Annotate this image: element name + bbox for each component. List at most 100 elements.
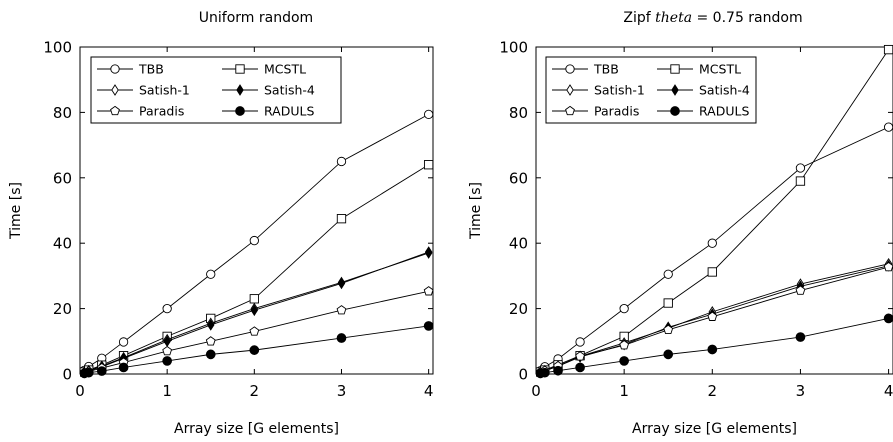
data-point-tbb (883, 122, 893, 132)
legend: TBB MCSTL Satish-1 Satish-4 Paradis RADULS (545, 56, 757, 124)
y-tick-label: 40 (53, 235, 72, 253)
x-tick-label: 0 (531, 382, 541, 400)
data-point-raduls (883, 313, 893, 324)
data-point-paradis (336, 305, 347, 315)
y-tick-label: 20 (509, 300, 528, 318)
y-tick-label: 60 (53, 169, 72, 187)
data-point-satish-4 (207, 319, 215, 331)
series-line-mcstl (84, 164, 429, 373)
data-point-mcstl (249, 294, 259, 304)
y-axis-label: Time [s] (468, 182, 484, 240)
data-point-raduls (795, 332, 806, 342)
data-point-satish-4 (250, 304, 259, 317)
legend-label-paradis: Paradis (139, 104, 184, 119)
series-raduls (536, 313, 893, 379)
chart-panel-1: Uniform random 0 20 40 60 80 100 0 1 2 3 4 Array siz… (8, 10, 434, 437)
data-point-paradis (575, 351, 585, 361)
legend-label-satish-1: Satish-1 (139, 83, 190, 98)
legend-marker-raduls (235, 106, 245, 116)
data-point-paradis (423, 286, 434, 296)
data-point-satish-4 (424, 246, 433, 258)
data-point-paradis (707, 311, 718, 321)
series-raduls (80, 321, 434, 379)
data-point-paradis (249, 326, 260, 336)
y-tick-label: 80 (509, 104, 528, 122)
data-point-raduls (707, 344, 718, 355)
legend-marker-paradis (565, 105, 575, 116)
plot-frame (79, 46, 434, 375)
data-point-satish-4 (337, 277, 346, 290)
data-point-tbb (206, 269, 216, 279)
data-point-raduls (423, 321, 434, 331)
data-point-raduls (83, 367, 94, 378)
legend-marker-satish-4 (236, 84, 244, 96)
series-line-tbb (540, 126, 889, 372)
series-mcstl (80, 160, 434, 377)
x-tick-label: 4 (884, 382, 893, 400)
chart-title: Uniform random (199, 10, 313, 26)
x-tick-label: 0 (75, 382, 85, 400)
y-tick-label: 40 (509, 235, 528, 253)
legend-label-satish-4: Satish-4 (699, 83, 750, 98)
chart-title-suffix: = 0.75 random (692, 10, 803, 26)
legend-label-raduls: RADULS (699, 104, 749, 119)
legend-label-mcstl: MCSTL (264, 62, 306, 77)
legend-label-tbb: TBB (593, 62, 619, 77)
y-tick-label: 0 (62, 366, 72, 384)
legend: TBB MCSTL Satish-1 Satish-4 Paradis RADULS (90, 56, 342, 124)
legend-label-mcstl: MCSTL (699, 62, 741, 77)
data-point-paradis (883, 261, 893, 272)
series-satish-4 (80, 246, 433, 379)
data-point-raduls (663, 349, 674, 360)
chart-title: Zipf theta = 0.75 random (623, 10, 802, 26)
data-point-tbb (663, 269, 673, 279)
y-tick-label: 60 (509, 169, 528, 187)
data-point-raduls (575, 362, 585, 373)
data-point-paradis (162, 345, 173, 356)
plot-frame (535, 46, 893, 375)
data-point-raduls (162, 356, 173, 366)
legend-marker-tbb (110, 64, 120, 74)
legend-label-raduls: RADULS (264, 104, 314, 119)
data-point-paradis (795, 285, 806, 295)
data-point-mcstl (795, 176, 806, 186)
legend-marker-mcstl (670, 64, 680, 74)
y-tick-label: 80 (53, 104, 72, 122)
chart-title-math: theta (655, 10, 692, 26)
x-tick-label: 4 (424, 382, 434, 400)
x-tick-label: 3 (796, 382, 806, 400)
data-point-paradis (619, 340, 630, 350)
data-point-mcstl (707, 267, 717, 277)
data-point-raduls (96, 366, 107, 376)
data-point-tbb (707, 238, 717, 248)
series-satish-1 (80, 247, 433, 379)
y-axis-label: Time [s] (8, 182, 24, 240)
data-point-raduls (619, 356, 629, 366)
series-paradis (536, 261, 893, 377)
x-tick-label: 1 (619, 382, 629, 400)
x-tick-label: 1 (162, 382, 172, 400)
legend-marker-satish-1 (111, 84, 119, 96)
data-point-mcstl (336, 214, 347, 224)
data-point-raduls (336, 333, 347, 343)
x-axis-label: Array size [G elements] (632, 421, 797, 437)
data-point-raduls (249, 345, 260, 355)
chart-panel-2: Zipf theta = 0.75 random 0 20 40 60 80 100 0 1 2 3… (468, 10, 893, 437)
x-tick-label: 3 (337, 382, 347, 400)
data-point-tbb (162, 303, 172, 314)
data-point-tbb (249, 235, 259, 246)
legend-marker-satish-1 (566, 84, 574, 96)
data-point-tbb (118, 337, 129, 347)
data-point-paradis (663, 324, 674, 335)
data-point-tbb (575, 337, 585, 347)
data-point-raduls (118, 362, 129, 373)
legend-marker-tbb (565, 64, 575, 74)
data-point-raduls (205, 349, 216, 360)
data-point-tbb (336, 156, 347, 167)
legend-label-satish-1: Satish-1 (594, 83, 645, 98)
legend-label-paradis: Paradis (594, 104, 639, 119)
legend-label-satish-4: Satish-4 (264, 83, 315, 98)
x-axis-label: Array size [G elements] (174, 421, 339, 437)
legend-marker-paradis (110, 105, 120, 116)
